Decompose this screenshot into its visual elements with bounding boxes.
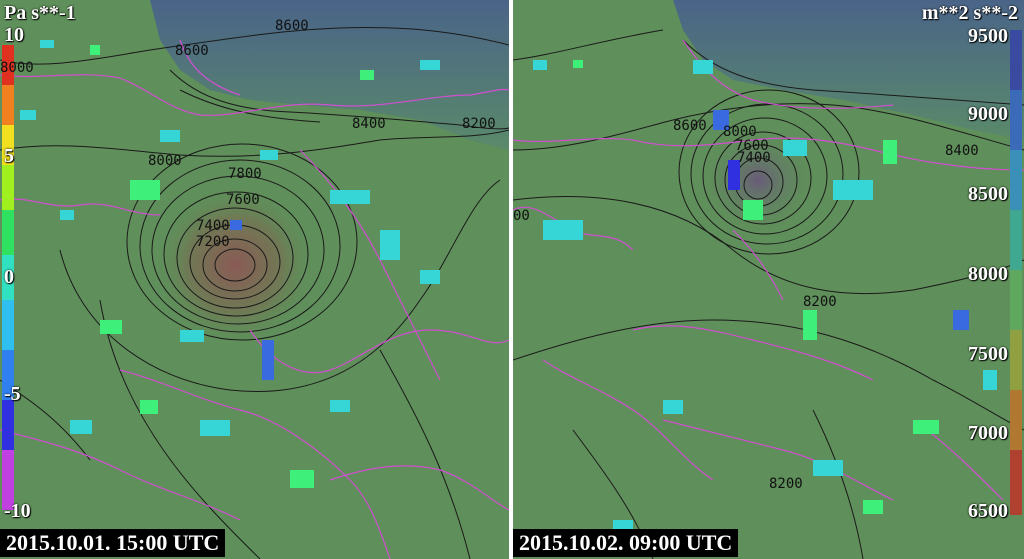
scale-label: 8000 [968, 263, 1008, 285]
vertical-velocity-speckles [533, 60, 997, 532]
contour-label: 8600 [275, 18, 309, 34]
contour-label: 7400 [737, 150, 771, 166]
contour-label: 8600 [175, 43, 209, 59]
contour-label: 00 [513, 208, 530, 224]
contour-label: 8200 [803, 294, 837, 310]
alps-region [673, 0, 1024, 140]
right-timestamp: 2015.10.02. 09:00 UTC [513, 529, 739, 557]
contour-label: 8000 [0, 60, 34, 76]
scale-label: -10 [4, 500, 31, 522]
contour-label: 7200 [196, 234, 230, 250]
scale-label: 9500 [968, 25, 1008, 47]
right-map: 8600 8400 8000 7600 7400 8200 8200 00 [513, 0, 1024, 559]
contour-label: 8200 [769, 476, 803, 492]
right-colorbar [1010, 30, 1022, 515]
vertical-velocity-speckles [20, 40, 440, 488]
low-pressure-center [155, 185, 315, 345]
contour-label: 7800 [228, 166, 262, 182]
contour-label: 8200 [462, 116, 496, 132]
scale-label: -5 [4, 383, 21, 405]
scale-label: 5 [4, 145, 14, 167]
left-unit-title: Pa s**-1 [4, 2, 76, 24]
contour-label: 8600 [673, 118, 707, 134]
left-map: 8600 8600 8400 8200 8000 7800 7600 7400 … [0, 0, 509, 559]
scale-label: 10 [4, 24, 24, 46]
scale-label: 8500 [968, 183, 1008, 205]
left-map-panel: 8600 8600 8400 8200 8000 7800 7600 7400 … [0, 0, 509, 559]
western-region [513, 0, 673, 100]
contour-label: 7600 [226, 192, 260, 208]
right-map-panel: 8600 8400 8000 7600 7400 8200 8200 00 m*… [513, 0, 1024, 559]
scale-label: 9000 [968, 103, 1008, 125]
scale-label: 0 [4, 266, 14, 288]
contour-label: 7600 [735, 138, 769, 154]
scale-label: 6500 [968, 500, 1008, 522]
contour-label: 8400 [945, 143, 979, 159]
left-colorbar [2, 45, 14, 510]
contour-label: 8400 [352, 116, 386, 132]
left-timestamp: 2015.10.01. 15:00 UTC [0, 529, 226, 557]
contour-label: 8000 [723, 124, 757, 140]
scale-label: 7000 [968, 422, 1008, 444]
contour-label: 8000 [148, 153, 182, 169]
scale-label: 7500 [968, 343, 1008, 365]
geopotential-contours [0, 27, 509, 559]
contour-label: 7400 [196, 218, 230, 234]
right-unit-title: m**2 s**-2 [921, 2, 1018, 24]
